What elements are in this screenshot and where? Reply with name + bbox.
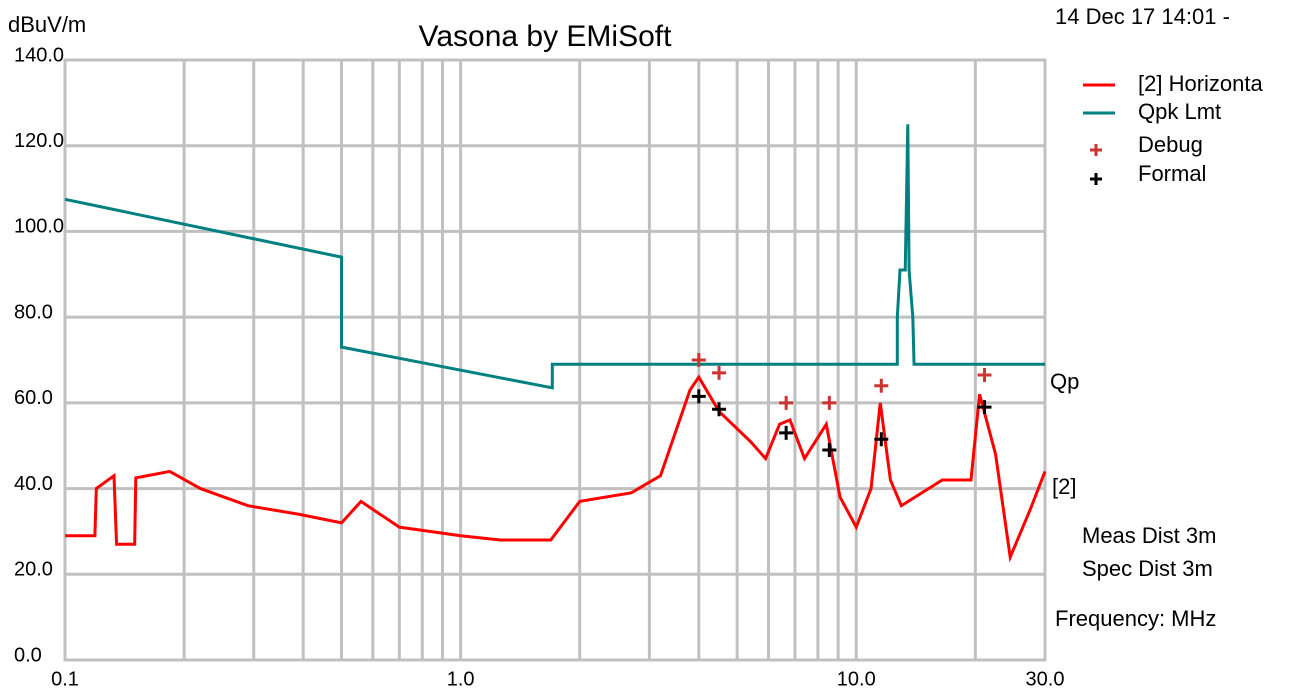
y-axis-label: dBuV/m [8, 12, 86, 37]
series-end-label: Qp [1050, 369, 1079, 394]
y-tick-label: 60.0 [14, 387, 53, 409]
y-tick-label: 20.0 [14, 559, 53, 581]
y-tick-label: 100.0 [14, 216, 64, 238]
x-tick-label: 10.0 [837, 668, 876, 690]
marker [822, 395, 837, 410]
marker [712, 402, 727, 417]
marker [779, 425, 794, 440]
legend-label: Qpk Lmt [1138, 99, 1221, 124]
marker [874, 432, 889, 447]
marker [977, 400, 992, 415]
y-tick-label: 40.0 [14, 473, 53, 495]
y-tick-label: 120.0 [14, 130, 64, 152]
series-line [64, 124, 1045, 390]
y-tick-label: 0.0 [14, 644, 42, 666]
series-end-label: [2] [1052, 474, 1076, 499]
x-tick-label: 1.0 [447, 668, 475, 690]
legend-label: [2] Horizonta [1138, 71, 1263, 96]
marker [691, 353, 706, 367]
legend-marker [1090, 173, 1102, 185]
x-tick-label: 30.0 [1026, 668, 1065, 690]
legend-marker [1090, 144, 1102, 156]
marker [712, 365, 727, 380]
marker [822, 443, 837, 457]
series-line [65, 374, 1047, 563]
marker [691, 389, 706, 404]
marker [874, 378, 889, 393]
legend-label: Formal [1138, 161, 1206, 186]
marker [779, 395, 794, 410]
x-tick-label: 0.1 [51, 668, 79, 690]
note: Frequency: MHz [1055, 606, 1216, 631]
chart-title: Vasona by EMiSoft [419, 20, 673, 53]
y-tick-label: 140.0 [14, 44, 64, 66]
note: Spec Dist 3m [1082, 556, 1213, 581]
marker [977, 368, 992, 382]
timestamp: 14 Dec 17 14:01 - [1055, 4, 1230, 29]
note: Meas Dist 3m [1082, 523, 1216, 548]
legend-label: Debug [1138, 132, 1203, 157]
y-tick-label: 80.0 [14, 301, 53, 323]
plot-frame [63, 58, 1047, 662]
